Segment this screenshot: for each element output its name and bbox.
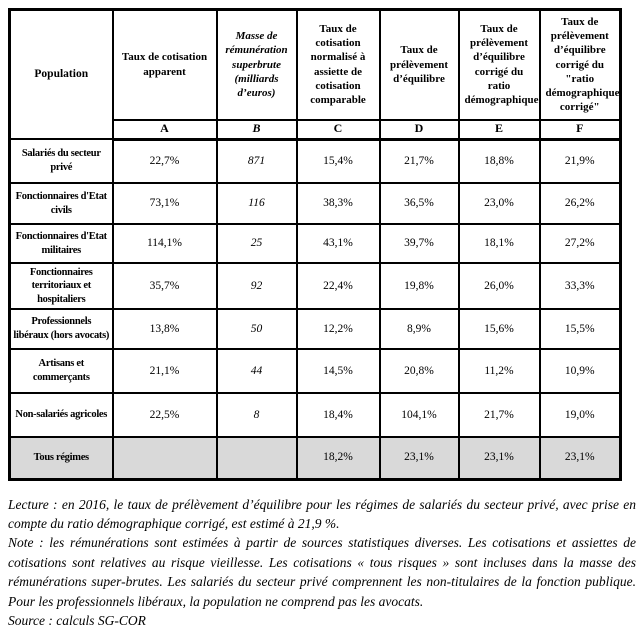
cell-c: 14,5%: [295, 348, 381, 394]
cell-c: 18,4%: [295, 392, 381, 438]
cell-f: 23,1%: [538, 436, 622, 481]
cell-a: 73,1%: [111, 182, 218, 225]
row-label: Tous régimes: [8, 436, 114, 481]
column-letter-a: A: [111, 118, 218, 141]
cell-e: 23,1%: [457, 436, 541, 481]
footnotes: Lecture : en 2016, le taux de prélèvemen…: [8, 495, 636, 631]
cell-c: 38,3%: [295, 182, 381, 225]
column-letter-c: C: [295, 118, 381, 141]
cell-e: 18,1%: [457, 223, 541, 264]
cell-d: 8,9%: [378, 308, 460, 350]
cell-f: 10,9%: [538, 348, 622, 394]
cell-d: 23,1%: [378, 436, 460, 481]
cell-c: 43,1%: [295, 223, 381, 264]
methodology-note: Note : les rémunérations sont estimées à…: [8, 535, 636, 609]
cell-b: 116: [215, 182, 298, 225]
table-row-artisans-commercants: Artisans et commerçants 21,1% 44 14,5% 2…: [8, 348, 622, 394]
column-letter-e: E: [457, 118, 541, 141]
cell-e: 15,6%: [457, 308, 541, 350]
column-letter-f: F: [538, 118, 622, 141]
cell-e: 21,7%: [457, 392, 541, 438]
table-row-non-salaries-agricoles: Non-salariés agricoles 22,5% 8 18,4% 104…: [8, 392, 622, 438]
table-row-tous-regimes: Tous régimes 18,2% 23,1% 23,1% 23,1%: [8, 436, 622, 481]
column-letter-b: B: [215, 118, 298, 141]
column-header-c: Taux de cotisation normalisé à assiette …: [295, 8, 381, 121]
column-header-d: Taux de prélèvement d’équilibre: [378, 8, 460, 121]
cell-e: 18,8%: [457, 138, 541, 184]
cell-f: 27,2%: [538, 223, 622, 264]
cell-f: 33,3%: [538, 262, 622, 310]
cell-f: 19,0%: [538, 392, 622, 438]
table-row-salaries-prive: Salariés du secteur privé 22,7% 871 15,4…: [8, 138, 622, 184]
statistics-table: Population Taux de cotisation apparent M…: [8, 8, 622, 481]
cell-b: 871: [215, 138, 298, 184]
row-label: Artisans et commerçants: [8, 348, 114, 394]
cell-f: 26,2%: [538, 182, 622, 225]
cell-a: 13,8%: [111, 308, 218, 350]
column-letter-d: D: [378, 118, 460, 141]
cell-a: 114,1%: [111, 223, 218, 264]
cell-b: 25: [215, 223, 298, 264]
table-row-fonctionnaires-territoriaux: Fonctionnaires territoriaux et hospitali…: [8, 262, 622, 310]
cell-c: 22,4%: [295, 262, 381, 310]
cell-e: 23,0%: [457, 182, 541, 225]
cell-c: 18,2%: [295, 436, 381, 481]
cell-a: 22,5%: [111, 392, 218, 438]
lecture-note: Lecture : en 2016, le taux de prélèvemen…: [8, 496, 636, 531]
column-header-e: Taux de prélèvement d’équilibre corrigé …: [457, 8, 541, 121]
row-label: Non-salariés agricoles: [8, 392, 114, 438]
cell-b: 50: [215, 308, 298, 350]
cell-c: 12,2%: [295, 308, 381, 350]
cell-d: 19,8%: [378, 262, 460, 310]
column-header-population: Population: [8, 8, 114, 140]
header-row: Population Taux de cotisation apparent M…: [8, 8, 622, 140]
cell-e: 11,2%: [457, 348, 541, 394]
cell-d: 39,7%: [378, 223, 460, 264]
cell-b: [215, 436, 298, 481]
cell-f: 21,9%: [538, 138, 622, 184]
table-row-fonctionnaires-civils: Fonctionnaires d'Etat civils 73,1% 116 3…: [8, 182, 622, 225]
cell-b: 8: [215, 392, 298, 438]
cell-d: 36,5%: [378, 182, 460, 225]
cell-a: 21,1%: [111, 348, 218, 394]
cell-d: 104,1%: [378, 392, 460, 438]
row-label: Professionnels libéraux (hors avocats): [8, 308, 114, 350]
cell-a: 22,7%: [111, 138, 218, 184]
cell-a: [111, 436, 218, 481]
cell-d: 21,7%: [378, 138, 460, 184]
column-header-a: Taux de cotisation apparent: [111, 8, 218, 121]
cell-b: 44: [215, 348, 298, 394]
table-row-professionnels-liberaux: Professionnels libéraux (hors avocats) 1…: [8, 308, 622, 350]
column-header-b: Masse de rémunération superbrute (millia…: [215, 8, 298, 121]
row-label: Fonctionnaires d'Etat militaires: [8, 223, 114, 264]
table-row-fonctionnaires-militaires: Fonctionnaires d'Etat militaires 114,1% …: [8, 223, 622, 264]
cell-c: 15,4%: [295, 138, 381, 184]
cell-d: 20,8%: [378, 348, 460, 394]
row-label: Fonctionnaires d'Etat civils: [8, 182, 114, 225]
cell-f: 15,5%: [538, 308, 622, 350]
column-header-f: Taux de prélèvement d’équilibre corrigé …: [538, 8, 622, 121]
cell-b: 92: [215, 262, 298, 310]
row-label: Fonctionnaires territoriaux et hospitali…: [8, 262, 114, 310]
cell-a: 35,7%: [111, 262, 218, 310]
source-note: Source : calculs SG-COR: [8, 613, 146, 629]
cell-e: 26,0%: [457, 262, 541, 310]
row-label: Salariés du secteur privé: [8, 138, 114, 184]
column-letter-row: A B C D E F: [10, 118, 622, 141]
